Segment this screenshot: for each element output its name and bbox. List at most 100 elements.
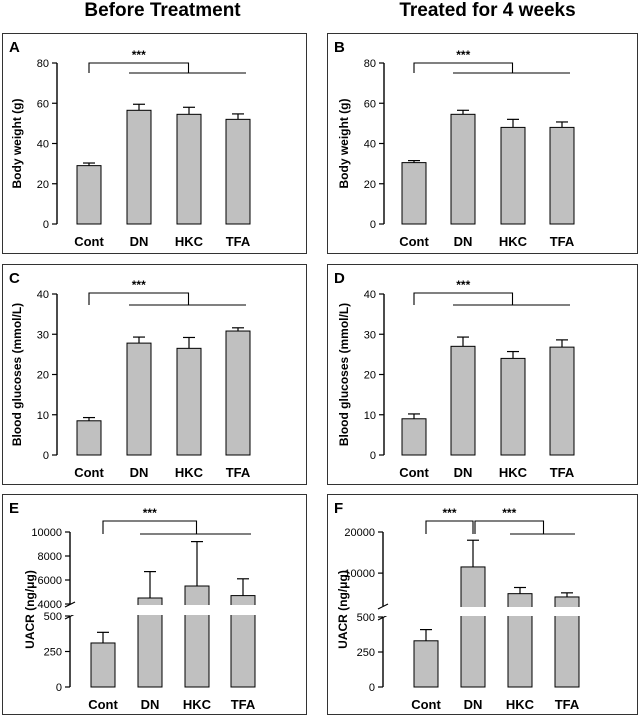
y-tick-label: 250: [357, 647, 375, 659]
bar-dn: [126, 342, 152, 456]
significance-bracket: [474, 520, 545, 534]
y-tick-label: 30: [37, 329, 49, 341]
x-tick-label: DN: [130, 465, 149, 480]
x-tick-label: DN: [130, 234, 149, 249]
x-tick-label: HKC: [183, 697, 212, 712]
y-tick-label: 10: [37, 410, 49, 422]
bar-tfa: [225, 118, 251, 225]
y-tick-label: 0: [43, 219, 49, 231]
panel-d: [327, 264, 638, 485]
y-axis-label: UACR (ng/μg): [336, 570, 350, 649]
y-tick-label: 500: [357, 612, 375, 624]
y-tick-label: 40: [37, 289, 49, 301]
panel-letter: B: [334, 39, 345, 56]
y-tick-label: 0: [370, 450, 376, 462]
significance-bracket: [413, 62, 514, 73]
chart-b: B Body weight (g) 0 20 40 60 80 Cont DN HKC TFA ***: [334, 39, 575, 249]
significance-bracket: [88, 62, 190, 73]
x-tick-label: DN: [464, 697, 483, 712]
panel-b: [327, 33, 638, 254]
bar-dn: [460, 566, 486, 688]
y-axis-label: Blood glucoses (mmol/L): [10, 303, 24, 446]
x-tick-label: DN: [454, 465, 473, 480]
significance-bracket: [102, 520, 198, 534]
x-tick-label: DN: [454, 234, 473, 249]
y-tick-label: 10000: [31, 527, 62, 539]
x-tick-label: TFA: [550, 234, 575, 249]
bar-hkc: [500, 357, 526, 456]
y-tick-label: 20: [37, 370, 49, 382]
y-tick-label: 250: [44, 647, 62, 659]
title-treated-4-weeks: Treated for 4 weeks: [399, 0, 576, 21]
title-before-treatment: Before Treatment: [84, 0, 241, 21]
significance-label: ***: [456, 48, 470, 62]
axis-break-gap: [385, 607, 605, 616]
chart-f: F UACR (ng/μg) 0 250 500 10000 20000 Cont DN HKC T…: [334, 500, 605, 712]
x-tick-label: TFA: [550, 465, 575, 480]
y-tick-label: 0: [369, 682, 375, 694]
x-tick-label: TFA: [226, 234, 251, 249]
bar-cont: [401, 418, 427, 456]
y-tick-label: 60: [364, 98, 376, 110]
y-tick-label: 10000: [344, 568, 375, 580]
y-tick-label: 40: [37, 139, 49, 151]
y-tick-label: 80: [364, 58, 376, 70]
y-tick-label: 4000: [38, 599, 62, 611]
axis-break-gap: [72, 605, 292, 615]
significance-bracket: [413, 292, 514, 305]
x-tick-label: TFA: [226, 465, 251, 480]
y-tick-label: 0: [43, 450, 49, 462]
bar-tfa: [549, 346, 575, 456]
panel-letter: A: [9, 39, 20, 56]
x-tick-label: Cont: [88, 697, 118, 712]
significance-bracket: [88, 292, 190, 305]
bar-tfa: [225, 330, 251, 456]
bar-cont: [90, 642, 116, 688]
x-tick-label: DN: [141, 697, 160, 712]
chart-a: A Body weight (g) 0 20 40 60 80 Cont DN HKC TFA ***: [9, 39, 251, 249]
bar-hkc: [184, 585, 210, 688]
bar-hkc: [176, 347, 202, 456]
bar-dn: [450, 113, 476, 225]
bar-hkc: [500, 126, 526, 225]
x-tick-label: TFA: [231, 697, 256, 712]
bar-cont: [76, 420, 102, 456]
y-axis-label: UACR (ng/μg): [23, 570, 37, 649]
bar-hkc: [176, 113, 202, 225]
panel-letter: C: [9, 270, 20, 287]
y-tick-label: 40: [364, 139, 376, 151]
x-tick-label: Cont: [411, 697, 441, 712]
panel-letter: E: [9, 500, 19, 517]
x-tick-label: Cont: [399, 465, 429, 480]
y-tick-label: 0: [370, 219, 376, 231]
bar-dn: [126, 109, 152, 225]
bar-cont: [76, 165, 102, 225]
y-tick-label: 30: [364, 329, 376, 341]
panel-letter: D: [334, 270, 345, 287]
y-tick-label: 6000: [38, 575, 62, 587]
significance-label: ***: [502, 506, 516, 520]
y-axis-label: Body weight (g): [10, 99, 24, 189]
y-axis-label: Blood glucoses (mmol/L): [337, 303, 351, 446]
significance-label: ***: [143, 506, 157, 520]
chart-c: C Blood glucoses (mmol/L) 0 10 20 30 40 Cont DN H…: [9, 270, 251, 480]
x-tick-label: HKC: [506, 697, 535, 712]
axis-break-mark: [377, 603, 389, 610]
bar-tfa: [549, 126, 575, 225]
y-tick-label: 20: [364, 179, 376, 191]
x-tick-label: Cont: [74, 465, 104, 480]
x-tick-label: HKC: [499, 234, 528, 249]
y-tick-label: 20: [37, 179, 49, 191]
x-tick-label: Cont: [74, 234, 104, 249]
significance-label: ***: [442, 506, 456, 520]
panel-letter: F: [334, 500, 343, 517]
y-tick-label: 60: [37, 98, 49, 110]
y-tick-label: 20: [364, 370, 376, 382]
x-tick-label: HKC: [499, 465, 528, 480]
chart-d: D Blood glucoses (mmol/L) 0 10 20 30 40 Cont DN H…: [334, 270, 575, 480]
bar-dn: [450, 345, 476, 456]
y-axis-label: Body weight (g): [337, 99, 351, 189]
significance-label: ***: [132, 48, 146, 62]
significance-label: ***: [456, 278, 470, 292]
